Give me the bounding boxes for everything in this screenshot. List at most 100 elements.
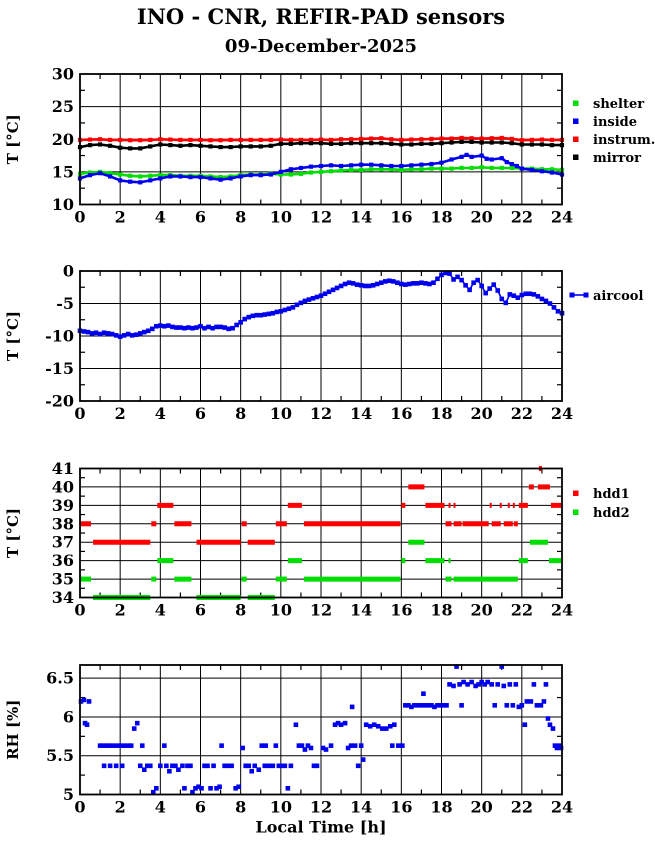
marker	[138, 180, 143, 185]
y-tick-label: -5	[56, 294, 74, 313]
marker	[389, 137, 394, 142]
legend-item-hdd2: hdd2	[573, 506, 630, 521]
x-tick-label: 4	[155, 798, 166, 817]
x-tick-label: 14	[350, 404, 372, 423]
marker	[119, 763, 125, 769]
marker	[469, 136, 474, 141]
marker	[509, 136, 514, 142]
x-tick-label: 18	[430, 601, 452, 620]
marker	[432, 704, 437, 710]
y-tick-label: 20	[52, 130, 74, 149]
x-tick-label: 8	[235, 601, 246, 620]
marker	[349, 704, 355, 710]
marker	[318, 141, 324, 146]
marker	[409, 163, 414, 168]
marker	[202, 763, 207, 769]
marker	[369, 136, 374, 141]
x-tick-label: 16	[390, 208, 412, 227]
y-tick-label: 40	[52, 477, 74, 496]
marker	[379, 141, 384, 146]
page-title: INO - CNR, REFIR-PAD sensors	[136, 4, 506, 29]
y-tick-label: 30	[52, 65, 74, 84]
marker	[370, 283, 376, 288]
marker	[240, 745, 245, 751]
marker	[375, 723, 381, 729]
marker	[288, 141, 293, 146]
marker	[208, 138, 213, 143]
marker	[196, 784, 201, 790]
marker	[308, 745, 314, 751]
marker	[551, 305, 557, 310]
marker	[208, 785, 213, 791]
marker	[87, 170, 93, 175]
marker	[266, 311, 272, 317]
marker	[473, 683, 478, 689]
plot-frame	[79, 467, 563, 599]
marker	[318, 293, 324, 298]
marker	[429, 161, 434, 167]
marker	[545, 716, 551, 721]
marker	[342, 281, 348, 287]
y-tick-label: 35	[52, 570, 74, 589]
marker	[499, 140, 504, 145]
marker	[263, 743, 269, 748]
legend-item-instrum: instrum.	[573, 133, 655, 148]
marker	[318, 137, 324, 142]
marker	[186, 325, 191, 330]
legend-label: aircool	[593, 289, 643, 304]
marker	[134, 720, 140, 726]
marker	[137, 763, 143, 769]
marker	[218, 144, 223, 150]
marker	[328, 743, 334, 748]
y-tick-label: 36	[52, 551, 74, 570]
marker	[145, 328, 151, 334]
marker	[484, 156, 489, 161]
x-tick-label: 0	[74, 601, 85, 620]
marker	[248, 137, 253, 143]
x-tick-label: 2	[115, 404, 126, 423]
x-tick-label: 8	[235, 208, 246, 227]
marker	[461, 679, 466, 685]
marker	[121, 743, 127, 748]
marker	[121, 333, 127, 338]
marker	[499, 664, 505, 669]
marker	[556, 743, 562, 748]
marker	[471, 280, 476, 285]
marker	[383, 726, 389, 731]
marker	[158, 323, 163, 328]
marker	[425, 703, 430, 708]
marker	[214, 785, 219, 791]
marker	[206, 324, 211, 330]
marker	[421, 691, 426, 696]
marker	[107, 763, 113, 769]
x-tick-label: 6	[195, 798, 206, 817]
marker	[117, 334, 123, 339]
marker	[515, 295, 521, 300]
marker	[539, 137, 545, 142]
marker	[211, 763, 216, 769]
legend-square-marker	[573, 118, 579, 124]
marker	[389, 163, 394, 169]
x-tick-label: 24	[551, 601, 573, 620]
marker	[141, 767, 147, 772]
plot-frame	[79, 270, 563, 402]
marker	[218, 324, 223, 330]
marker	[338, 163, 344, 169]
marker	[332, 722, 338, 728]
marker	[345, 745, 351, 751]
marker	[400, 743, 405, 748]
marker	[396, 743, 401, 748]
y-tick-label: -10	[45, 327, 74, 346]
legend-label: hdd2	[593, 506, 630, 521]
marker	[443, 270, 448, 276]
marker	[97, 171, 103, 176]
x-tick-label: 22	[511, 208, 533, 227]
marker	[276, 763, 282, 769]
marker	[314, 294, 320, 300]
marker	[228, 176, 233, 181]
marker	[279, 763, 285, 769]
x-tick-label: 2	[115, 798, 126, 817]
marker	[310, 296, 316, 301]
marker	[249, 768, 255, 774]
